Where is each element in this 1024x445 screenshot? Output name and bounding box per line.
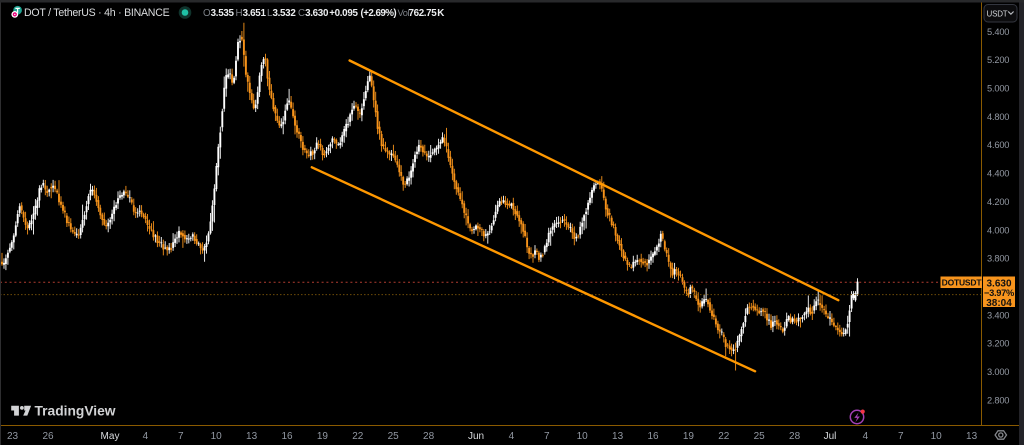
- svg-text:25: 25: [388, 431, 400, 442]
- svg-text:5.000: 5.000: [987, 84, 1009, 94]
- svg-text:H3.651: H3.651: [236, 8, 267, 19]
- svg-text:USDT: USDT: [987, 9, 1008, 18]
- svg-text:(+2.69%): (+2.69%): [361, 8, 397, 19]
- svg-text:TradingView: TradingView: [35, 404, 116, 419]
- svg-text:22: 22: [352, 431, 364, 442]
- svg-text:Jun: Jun: [468, 431, 484, 442]
- svg-text:13: 13: [246, 431, 258, 442]
- svg-text:Vol: Vol: [398, 8, 410, 18]
- svg-text:10: 10: [577, 431, 589, 442]
- svg-text:28: 28: [789, 431, 801, 442]
- svg-text:2.800: 2.800: [987, 395, 1009, 405]
- svg-text:May: May: [101, 431, 120, 442]
- svg-text:4: 4: [863, 431, 869, 442]
- svg-text:7: 7: [178, 431, 184, 442]
- svg-text:3.400: 3.400: [987, 310, 1009, 320]
- svg-text:−3.97%: −3.97%: [984, 288, 1015, 298]
- svg-text:3.000: 3.000: [987, 367, 1009, 377]
- svg-text:K: K: [437, 8, 444, 19]
- svg-text:DOT / TetherUS · 4h · BINANCE: DOT / TetherUS · 4h · BINANCE: [24, 7, 170, 19]
- svg-text:4.600: 4.600: [987, 140, 1009, 150]
- svg-text:26: 26: [42, 431, 54, 442]
- svg-text:7: 7: [544, 431, 550, 442]
- svg-text:4.400: 4.400: [987, 169, 1009, 179]
- svg-text:16: 16: [647, 431, 659, 442]
- svg-text:3.200: 3.200: [987, 339, 1009, 349]
- svg-text:28: 28: [423, 431, 435, 442]
- svg-text:Jul: Jul: [824, 431, 837, 442]
- svg-text:13: 13: [966, 431, 978, 442]
- svg-text:4: 4: [509, 431, 515, 442]
- svg-text:19: 19: [317, 431, 329, 442]
- svg-text:22: 22: [718, 431, 730, 442]
- svg-text:+0.095: +0.095: [329, 8, 358, 19]
- svg-text:5.400: 5.400: [987, 27, 1009, 37]
- svg-text:DOTUSDT: DOTUSDT: [942, 278, 983, 288]
- svg-text:L3.532: L3.532: [267, 8, 296, 19]
- svg-text:10: 10: [211, 431, 223, 442]
- svg-text:C3.630: C3.630: [298, 8, 329, 19]
- svg-text:16: 16: [281, 431, 293, 442]
- svg-text:10: 10: [931, 431, 943, 442]
- svg-text:7: 7: [898, 431, 904, 442]
- svg-text:23: 23: [7, 431, 19, 442]
- svg-text:4.800: 4.800: [987, 112, 1009, 122]
- svg-text:4: 4: [143, 431, 149, 442]
- svg-text:4.200: 4.200: [987, 197, 1009, 207]
- svg-text:25: 25: [754, 431, 766, 442]
- svg-text:762.75: 762.75: [409, 8, 438, 19]
- svg-text:O3.535: O3.535: [203, 8, 234, 19]
- svg-text:38:04: 38:04: [986, 298, 1012, 309]
- svg-text:13: 13: [612, 431, 624, 442]
- svg-text:5.200: 5.200: [987, 55, 1009, 65]
- svg-text:3.630: 3.630: [986, 278, 1011, 289]
- svg-text:3.800: 3.800: [987, 254, 1009, 264]
- svg-text:4.000: 4.000: [987, 225, 1009, 235]
- svg-text:19: 19: [683, 431, 695, 442]
